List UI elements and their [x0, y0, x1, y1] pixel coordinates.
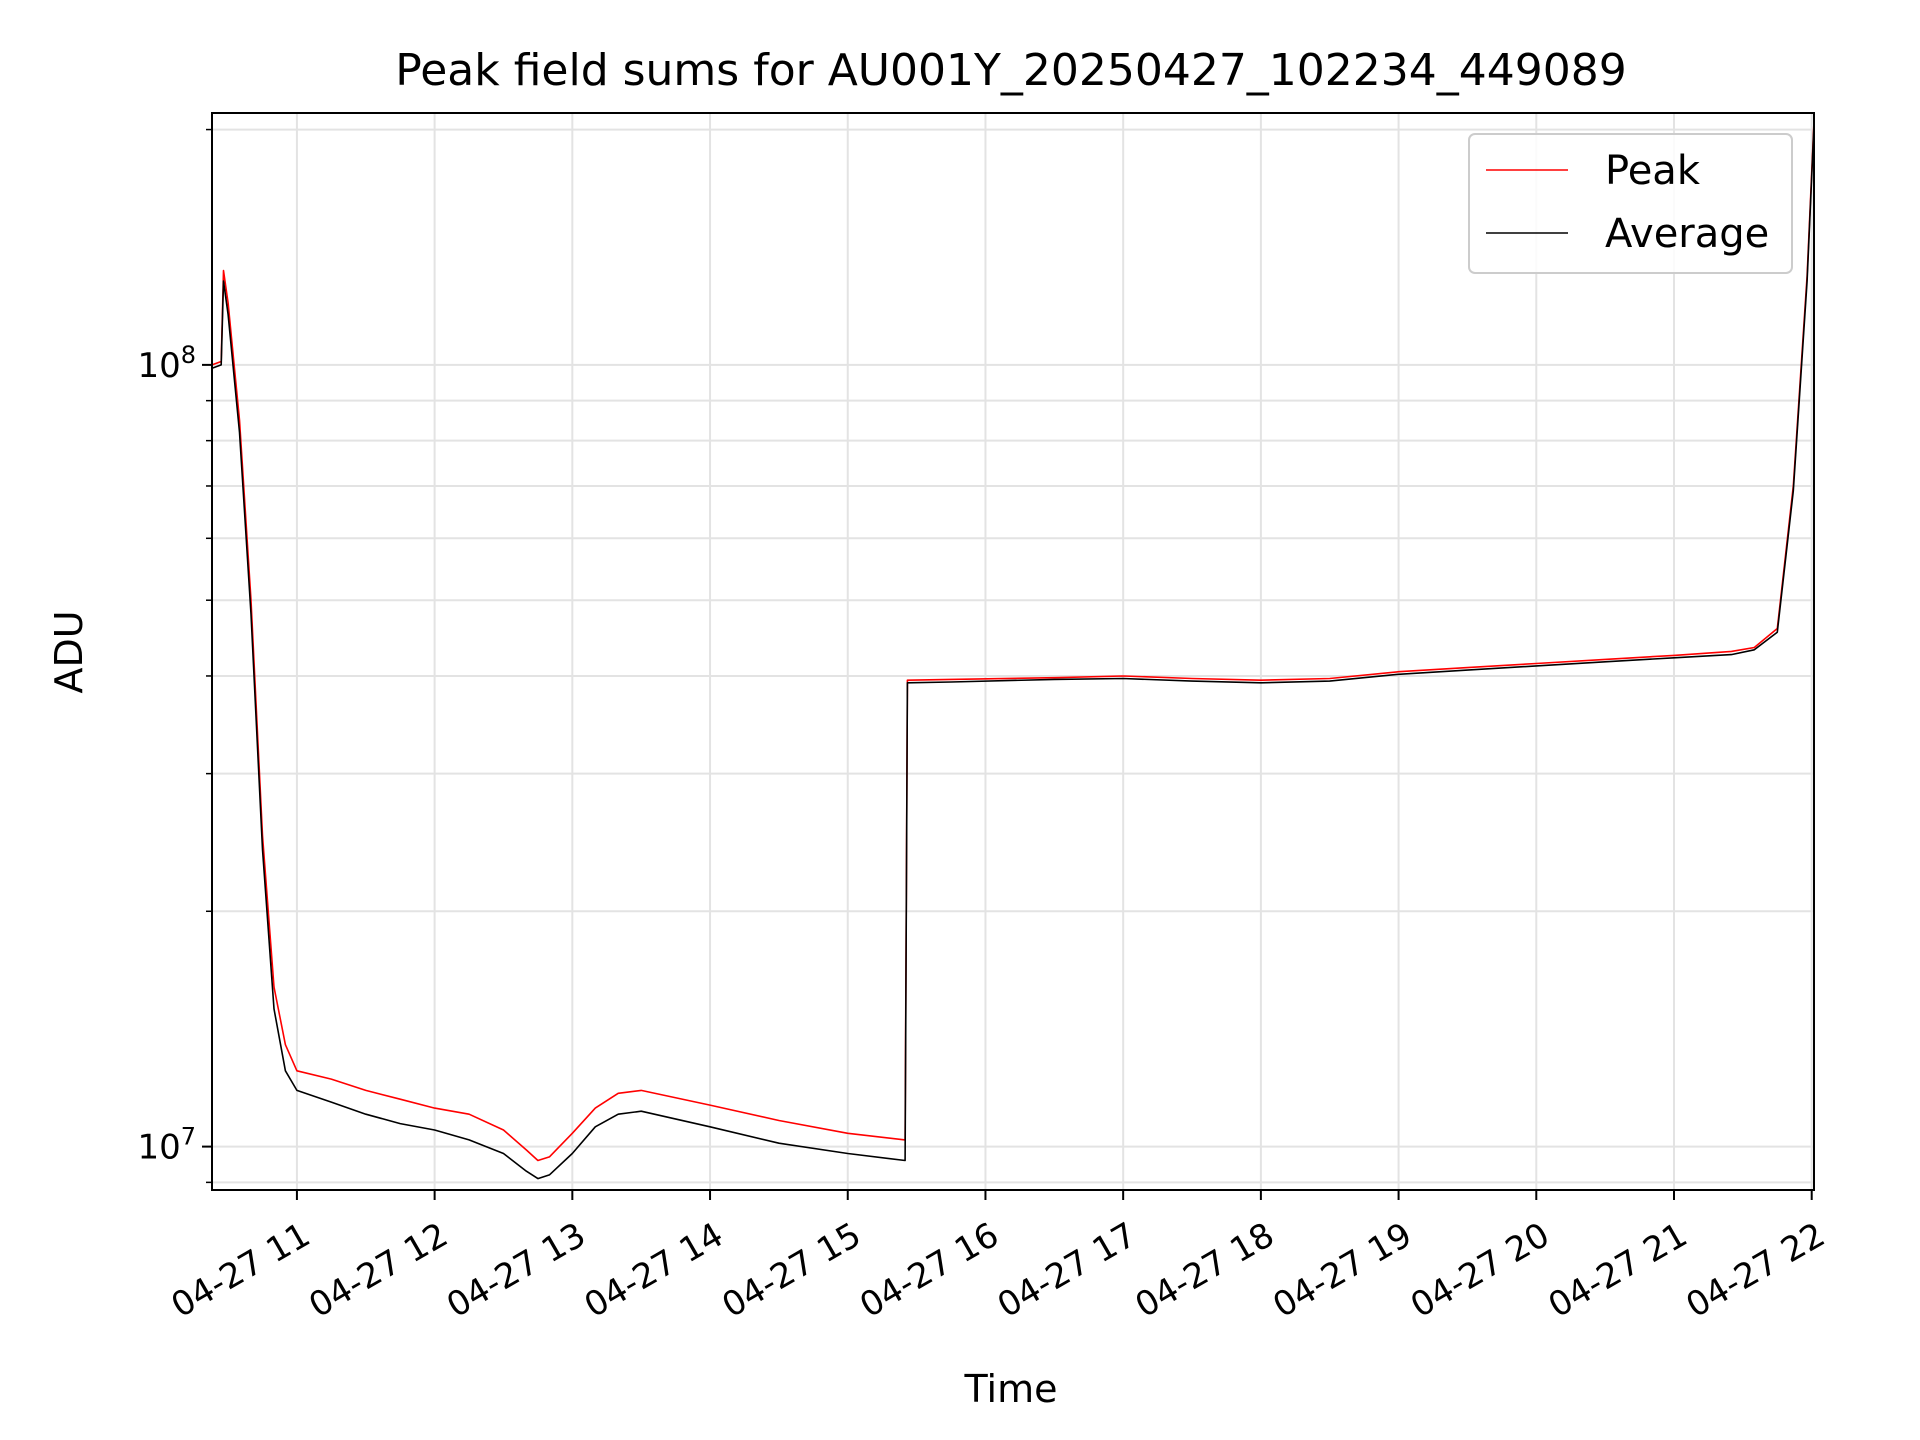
legend-label-average: Average	[1605, 211, 1769, 257]
plot-lines	[211, 121, 1815, 1180]
legend-box	[1468, 133, 1793, 274]
x-axis-label: Time	[964, 1367, 1058, 1411]
chart-title: Peak field sums for AU001Y_20250427_1022…	[395, 45, 1627, 96]
plot-frame	[211, 112, 1815, 1191]
series-line-peak	[211, 121, 1815, 1162]
y-axis-label: ADU	[47, 610, 91, 693]
grid	[212, 113, 1814, 1190]
y-tick-label: 107	[137, 1123, 196, 1168]
y-tick-label: 108	[137, 341, 196, 386]
legend: Peak Average	[1468, 133, 1793, 274]
legend-label-peak: Peak	[1605, 148, 1701, 194]
series-line-average	[211, 124, 1815, 1180]
y-axis-ticks: 107 108	[137, 128, 212, 1184]
